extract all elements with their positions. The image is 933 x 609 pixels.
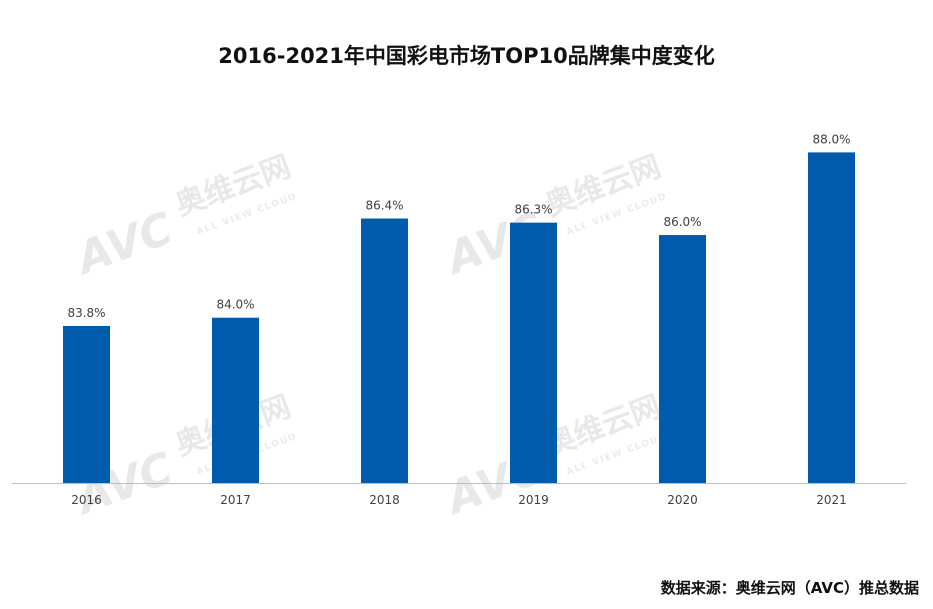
value-label-2021: 88.0% — [812, 132, 850, 146]
data-source-note: 数据来源：奥维云网（AVC）推总数据 — [660, 579, 919, 597]
category-label-2018: 2018 — [369, 493, 400, 507]
category-label-2021: 2021 — [816, 493, 847, 507]
value-label-2017: 84.0% — [216, 298, 254, 312]
watermark-logo: AVC — [68, 203, 180, 285]
watermark-cn-text: 奥维云网 — [541, 149, 666, 223]
bar-2016 — [63, 325, 110, 483]
bar-2020 — [659, 235, 706, 483]
bar-2019 — [510, 222, 557, 483]
value-label-2016: 83.8% — [67, 306, 105, 320]
chart-title: 2016-2021年中国彩电市场TOP10品牌集中度变化 — [218, 44, 715, 68]
value-label-2019: 86.3% — [514, 203, 552, 217]
watermark-cn-text: 奥维云网 — [171, 149, 296, 223]
bar-2018 — [361, 218, 408, 483]
category-label-2020: 2020 — [667, 493, 698, 507]
value-label-2020: 86.0% — [663, 215, 701, 229]
value-labels-group: 83.8% 84.0% 86.4% 86.3% 86.0% 88.0% — [67, 132, 850, 320]
bar-2021 — [808, 152, 855, 483]
category-label-2017: 2017 — [220, 493, 251, 507]
category-labels-group: 2016 2017 2018 2019 2020 2021 — [71, 493, 847, 507]
bars-group — [63, 152, 855, 483]
bar-2017 — [212, 317, 259, 483]
value-label-2018: 86.4% — [365, 199, 403, 213]
watermark-cn-text: 奥维云网 — [541, 389, 666, 463]
category-label-2016: 2016 — [71, 493, 102, 507]
category-label-2019: 2019 — [518, 493, 549, 507]
